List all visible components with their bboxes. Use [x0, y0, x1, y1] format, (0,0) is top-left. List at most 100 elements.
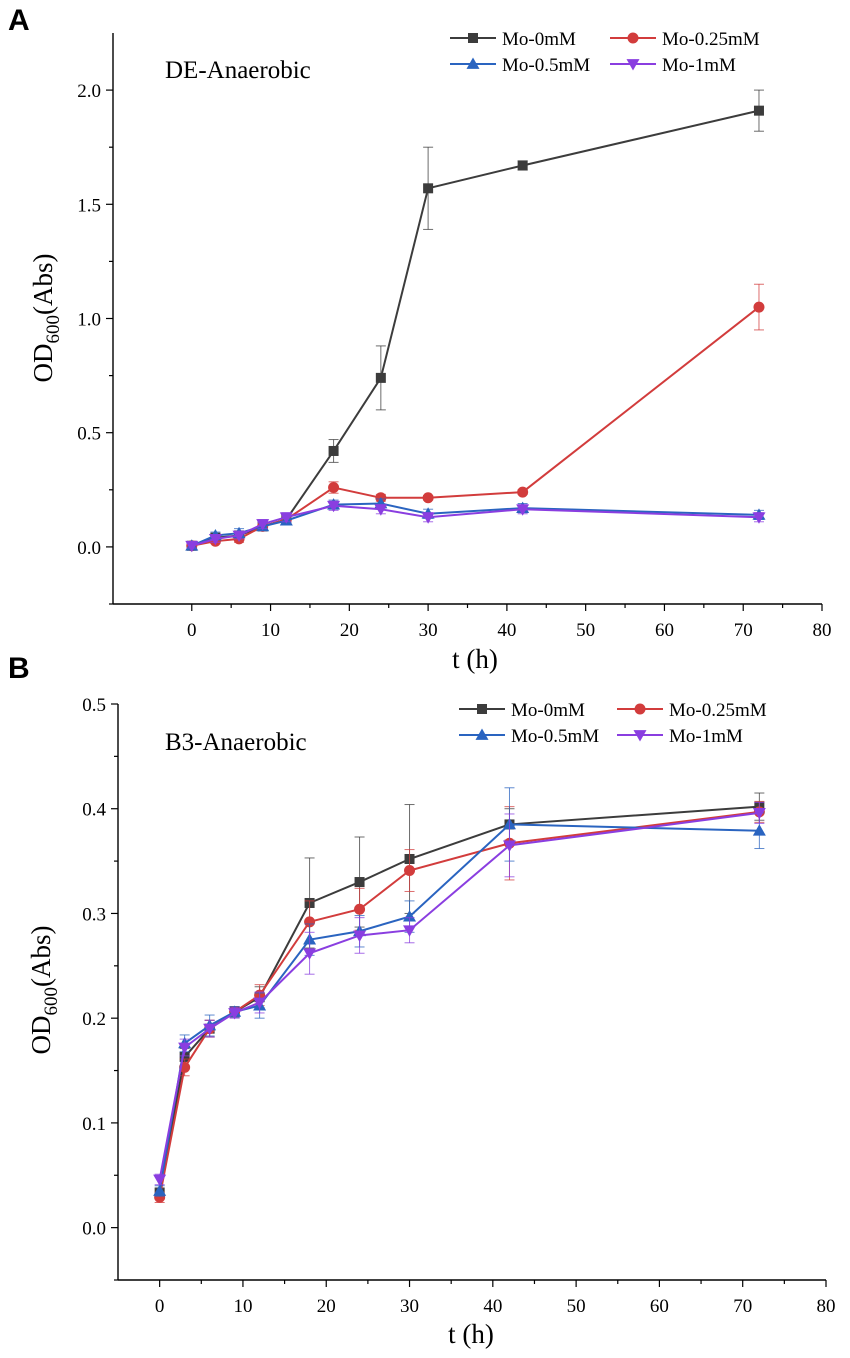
series-line	[191, 504, 760, 547]
data-point	[328, 482, 340, 494]
data-point	[752, 808, 766, 820]
data-point	[517, 160, 528, 171]
data-point	[327, 500, 341, 513]
data-point	[354, 903, 366, 915]
legend-label: Mo-0.25mM	[662, 29, 760, 50]
x-tick-label: 50	[576, 620, 595, 641]
x-tick-label: 10	[261, 620, 280, 641]
data-point	[354, 877, 365, 888]
x-tick-label: 60	[655, 620, 674, 641]
y-tick-label: 0.1	[82, 1114, 106, 1135]
data-point	[403, 925, 417, 937]
y-axis-title-unit: (Abs)	[26, 926, 56, 988]
legend-marker	[466, 57, 480, 69]
legend-label: Mo-1mM	[662, 55, 736, 76]
y-axis-title-main: OD	[26, 1016, 56, 1055]
legend-label: Mo-0.5mM	[502, 55, 590, 76]
data-point	[423, 183, 434, 194]
data-point	[303, 948, 317, 960]
y-axis-title-unit: (Abs)	[28, 254, 58, 316]
y-tick-label: 0.3	[82, 904, 106, 925]
data-point	[421, 512, 435, 524]
series-line	[158, 810, 760, 1198]
chart-panel-b: B 0 10 20 30 40 50 60 70 80 0.0 0.1 0.2 0.3 0.4 0.5 t (h…	[8, 652, 836, 1349]
legend-marker	[626, 59, 640, 71]
x-tick-label: 70	[734, 620, 753, 641]
legend: Mo-0mM Mo-0.25mM Mo-0.5mM Mo-1mM	[450, 29, 760, 76]
y-tick-label: 0.4	[82, 800, 106, 821]
x-tick-label: 30	[419, 620, 438, 641]
legend-item: Mo-1mM	[617, 726, 743, 747]
data-point	[178, 1042, 192, 1055]
x-axis-title: t (h)	[448, 1319, 494, 1349]
data-point	[517, 486, 529, 498]
y-axis-title: OD600(Abs)	[28, 254, 64, 383]
legend-item: Mo-0.25mM	[617, 700, 767, 721]
data-point	[232, 530, 246, 542]
panel-letter: B	[8, 652, 30, 685]
y-tick-label: 0.0	[82, 1219, 106, 1240]
series-line	[191, 502, 760, 547]
data-point	[208, 534, 222, 546]
legend-marker	[633, 730, 647, 742]
data-point	[502, 840, 516, 852]
x-tick-label: 20	[317, 1296, 336, 1317]
legend-item: Mo-0mM	[450, 29, 576, 50]
data-point	[228, 1008, 242, 1020]
x-tick-label: 50	[567, 1296, 586, 1317]
chart-title: B3-Anaerobic	[165, 729, 307, 756]
legend-item: Mo-0.25mM	[610, 29, 760, 50]
series-mo-1mm	[153, 801, 766, 1186]
data-point	[422, 492, 434, 504]
data-point	[328, 445, 339, 456]
data-point	[153, 1184, 167, 1196]
y-axis-title-subscript: 600	[43, 315, 64, 344]
data-point	[403, 910, 417, 922]
data-point	[404, 865, 416, 877]
legend: Mo-0mM Mo-0.25mM Mo-0.5mM Mo-1mM	[459, 700, 767, 747]
legend-item: Mo-0.5mM	[459, 726, 599, 747]
legend-label: Mo-0.5mM	[511, 726, 599, 747]
legend-marker	[475, 728, 489, 740]
y-tick-label: 1.5	[77, 195, 101, 216]
y-axis-title: OD600(Abs)	[26, 926, 62, 1055]
data-point	[753, 105, 764, 116]
data-point	[516, 504, 530, 516]
y-axis-title-subscript: 600	[41, 987, 62, 1016]
series-mo-0mm	[154, 792, 765, 1199]
legend-label: Mo-0.25mM	[669, 700, 767, 721]
chart-title: DE-Anaerobic	[165, 57, 311, 84]
data-point	[153, 1174, 167, 1186]
series-mo-0-5mm	[153, 787, 766, 1197]
x-tick-label: 20	[340, 620, 359, 641]
series-mo-0mm	[186, 89, 764, 551]
x-tick-label: 70	[733, 1296, 752, 1317]
data-point	[203, 1023, 217, 1036]
legend-label: Mo-0mM	[502, 29, 576, 50]
data-point	[253, 997, 267, 1009]
data-point	[179, 1051, 190, 1062]
x-tick-label: 0	[155, 1296, 165, 1317]
x-tick-label: 80	[813, 620, 832, 641]
y-tick-label: 2.0	[77, 81, 101, 102]
data-point	[374, 504, 388, 516]
legend-label: Mo-1mM	[669, 726, 743, 747]
data-point	[279, 512, 293, 524]
legend-item: Mo-0.5mM	[450, 55, 590, 76]
y-tick-label: 0.5	[77, 424, 101, 445]
legend-marker	[634, 703, 646, 715]
series-line	[158, 811, 760, 1180]
legend-label: Mo-0mM	[511, 700, 585, 721]
legend-marker	[477, 704, 487, 714]
data-point	[752, 512, 766, 524]
panel-letter: A	[8, 4, 30, 37]
y-tick-label: 0.0	[77, 538, 101, 559]
data-point	[185, 540, 199, 553]
data-point	[752, 824, 766, 836]
data-point	[353, 930, 367, 942]
series-line	[191, 306, 760, 547]
chart-panel-a: A 0 10 20 30 40 50 60 70 80 0.0 0.5 1.0 1.5 2.0 t (h) OD…	[8, 4, 832, 674]
x-tick-label: 60	[650, 1296, 669, 1317]
data-point	[753, 301, 765, 313]
